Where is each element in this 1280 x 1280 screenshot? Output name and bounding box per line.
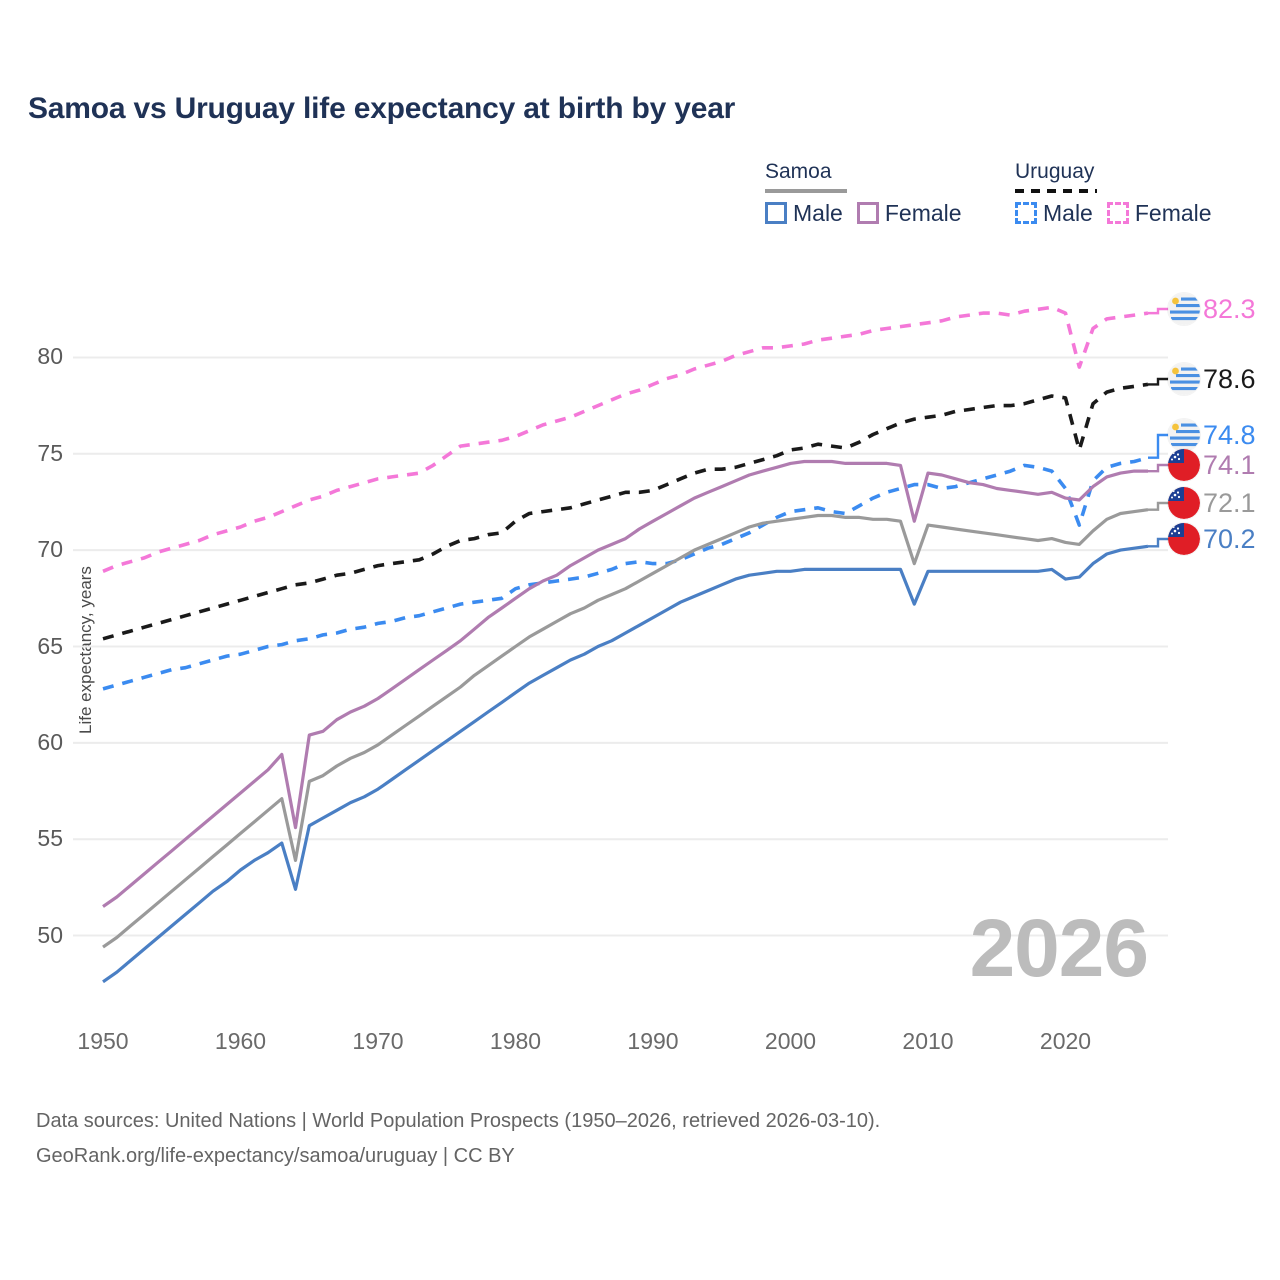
end-label: 82.3 bbox=[1168, 293, 1256, 325]
legend-label-samoa-male: Male bbox=[793, 200, 843, 226]
y-axis-tick-label: 50 bbox=[37, 921, 63, 948]
end-label-value: 70.2 bbox=[1203, 524, 1256, 554]
x-axis-tick-label: 1950 bbox=[77, 1028, 129, 1054]
x-axis-tick-label: 1960 bbox=[214, 1028, 267, 1054]
end-label-value: 78.6 bbox=[1203, 364, 1256, 394]
samoa-flag-icon bbox=[1168, 449, 1200, 481]
y-axis-tick-label: 65 bbox=[37, 632, 63, 659]
legend-country-uruguay: Uruguay bbox=[1015, 160, 1095, 183]
legend-swatch-samoa-male bbox=[765, 202, 787, 224]
end-label: 74.8 bbox=[1168, 419, 1256, 451]
leader-line bbox=[1148, 307, 1170, 315]
legend-item-samoa-female[interactable]: Female bbox=[856, 200, 962, 226]
y-axis-tick-label: 75 bbox=[37, 439, 63, 466]
year-watermark: 2026 bbox=[969, 903, 1149, 994]
samoa-flag-icon bbox=[1168, 487, 1200, 519]
legend-rule-uruguay bbox=[1015, 189, 1097, 193]
end-label-value: 74.8 bbox=[1203, 420, 1256, 450]
legend-item-uruguay-male[interactable]: Male bbox=[1015, 200, 1093, 226]
x-axis-tick-label: 2020 bbox=[1039, 1028, 1092, 1054]
end-label-value: 72.1 bbox=[1203, 488, 1256, 518]
legend-country-samoa: Samoa bbox=[765, 160, 832, 183]
legend-item-uruguay-female[interactable]: Female bbox=[1106, 200, 1212, 226]
legend-rule-samoa bbox=[765, 189, 847, 193]
legend-swatch-samoa-female bbox=[856, 202, 879, 224]
chart-legend: Samoa Male Female Uruguay Male bbox=[760, 160, 1260, 240]
series-line bbox=[102, 508, 1149, 949]
leader-line bbox=[1148, 537, 1170, 548]
y-axis-tick-label: 60 bbox=[37, 728, 63, 755]
end-label: 70.2 bbox=[1168, 523, 1256, 555]
legend-swatch-uruguay-female bbox=[1106, 202, 1129, 224]
legend-label-uruguay-female: Female bbox=[1134, 200, 1212, 226]
legend-group-samoa: Samoa Male Female bbox=[765, 160, 962, 226]
footer-sources: Data sources: United Nations | World Pop… bbox=[36, 1104, 880, 1174]
legend-group-uruguay: Uruguay Male Female bbox=[1015, 160, 1212, 226]
uruguay-flag-icon bbox=[1168, 363, 1200, 395]
leader-line bbox=[1148, 463, 1170, 473]
leader-line bbox=[1148, 377, 1170, 386]
y-axis-tick-label: 80 bbox=[37, 343, 63, 370]
series-line bbox=[102, 455, 1149, 691]
series-line bbox=[102, 544, 1149, 984]
x-axis-tick-label: 2010 bbox=[902, 1028, 954, 1054]
footer-line-1: Data sources: United Nations | World Pop… bbox=[36, 1110, 881, 1132]
x-axis-tick-label: 2000 bbox=[764, 1028, 817, 1054]
x-axis-tick-label: 1990 bbox=[627, 1028, 679, 1054]
end-label: 78.6 bbox=[1168, 363, 1256, 395]
series-line bbox=[102, 382, 1149, 641]
leader-line bbox=[1148, 501, 1170, 511]
end-label: 72.1 bbox=[1168, 487, 1256, 519]
uruguay-flag-icon bbox=[1168, 293, 1200, 325]
samoa-flag-icon bbox=[1168, 523, 1200, 555]
legend-swatch-uruguay-male bbox=[1015, 202, 1037, 224]
end-label: 74.1 bbox=[1168, 449, 1256, 481]
series-line bbox=[102, 459, 1148, 908]
uruguay-flag-icon bbox=[1168, 419, 1200, 451]
x-axis-tick-label: 1970 bbox=[352, 1028, 404, 1054]
y-axis-tick-label: 70 bbox=[37, 536, 63, 563]
legend-item-samoa-male[interactable]: Male bbox=[765, 200, 843, 226]
y-axis-tick-label: 55 bbox=[37, 825, 63, 852]
footer-line-2: GeoRank.org/life-expectancy/samoa/urugua… bbox=[36, 1145, 515, 1167]
end-label-value: 74.1 bbox=[1203, 450, 1256, 480]
x-axis-tick-label: 1980 bbox=[489, 1028, 542, 1054]
series-line bbox=[102, 305, 1149, 573]
end-label-value: 82.3 bbox=[1203, 294, 1256, 324]
leader-line bbox=[1148, 433, 1170, 459]
page-title: Samoa vs Uruguay life expectancy at birt… bbox=[28, 92, 736, 125]
legend-label-uruguay-male: Male bbox=[1043, 200, 1093, 226]
legend-label-samoa-female: Female bbox=[884, 200, 962, 226]
